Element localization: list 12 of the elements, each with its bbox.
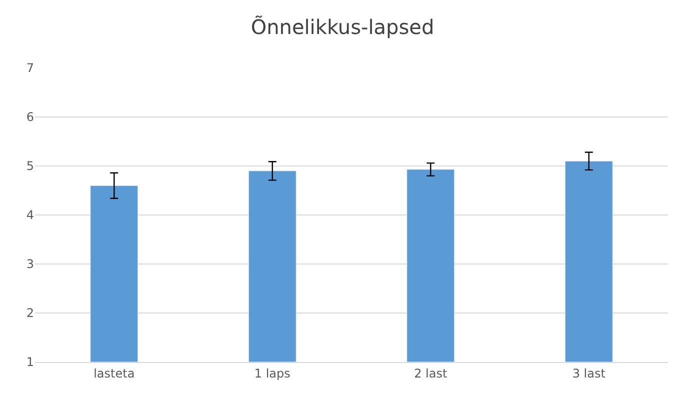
y-tick-label: 4 <box>26 208 34 222</box>
x-tick-label: lasteta <box>94 366 135 380</box>
y-tick-label: 5 <box>26 159 34 174</box>
y-tick-label: 3 <box>26 257 34 272</box>
x-tick-label: 1 laps <box>254 366 290 380</box>
x-tick-label: 2 last <box>414 366 448 380</box>
x-tick-label: 3 last <box>572 366 606 380</box>
y-tick-label: 7 <box>26 61 34 76</box>
y-tick-label: 2 <box>26 306 34 320</box>
y-tick-label: 1 <box>26 355 34 370</box>
chart-title: Õnnelikkus-lapsed <box>250 15 434 40</box>
y-tick-label: 6 <box>26 110 34 124</box>
